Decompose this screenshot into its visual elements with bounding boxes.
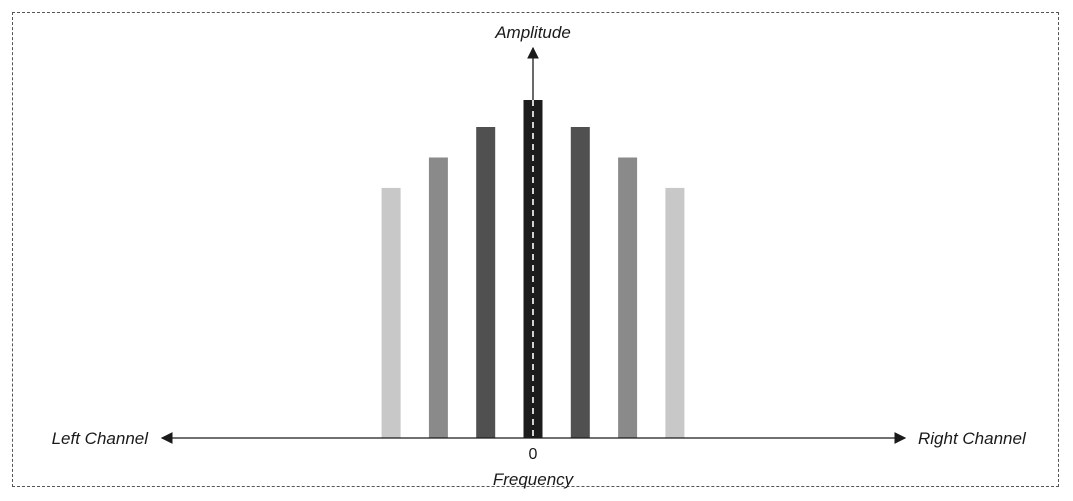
- bar-right-1: [570, 127, 590, 438]
- amplitude-label: Amplitude: [494, 23, 571, 42]
- bar-left-3: [381, 187, 401, 438]
- bar-right-2: [618, 157, 638, 438]
- bars-group: [381, 100, 685, 438]
- dashed-frame: [12, 12, 1059, 487]
- bar-left-1: [476, 127, 496, 438]
- right-channel-label: Right Channel: [918, 429, 1027, 448]
- left-channel-label: Left Channel: [52, 429, 150, 448]
- frequency-label: Frequency: [493, 470, 575, 489]
- bar-right-3: [665, 187, 685, 438]
- bar-left-2: [428, 157, 448, 438]
- origin-tick-label: 0: [529, 446, 538, 463]
